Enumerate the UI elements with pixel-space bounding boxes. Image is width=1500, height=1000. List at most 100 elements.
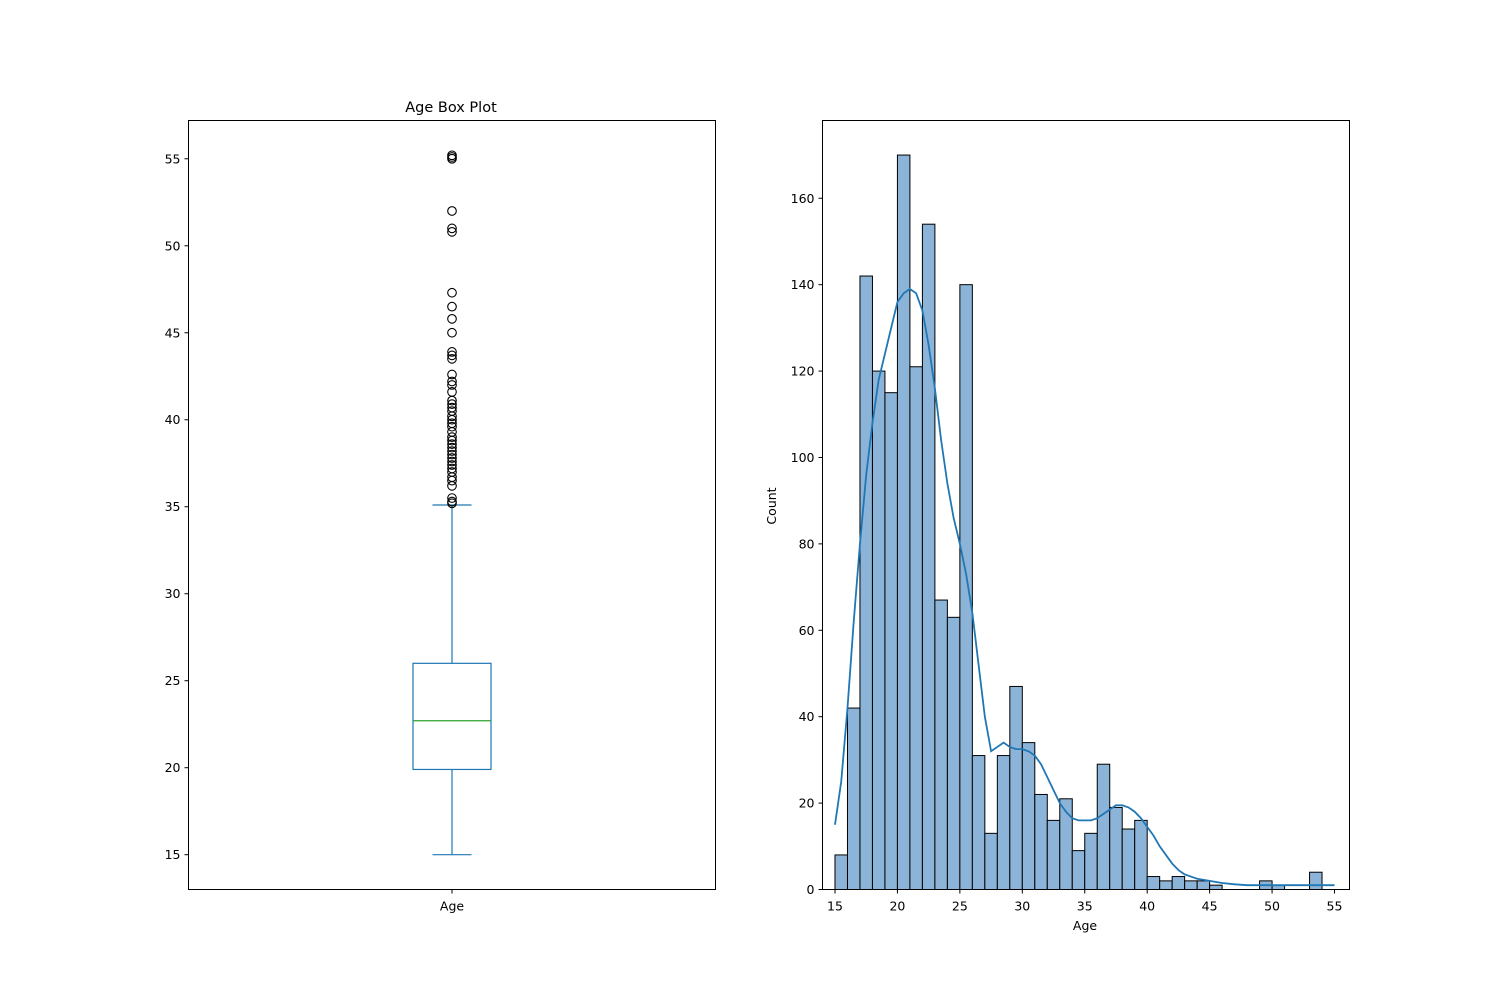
box-outlier-point bbox=[447, 453, 457, 463]
box-outlier-point bbox=[447, 439, 457, 449]
box-plot-elements bbox=[412, 504, 492, 856]
hist-x-tick-label: 20 bbox=[889, 899, 905, 914]
box-y-tick-label: 20 bbox=[165, 760, 181, 775]
hist-y-tick-label: 160 bbox=[791, 191, 815, 206]
histogram-bar bbox=[1171, 876, 1186, 890]
box-outlier-point bbox=[447, 418, 457, 429]
histogram-bar bbox=[896, 154, 911, 891]
box-outlier-point bbox=[447, 402, 457, 413]
box-plot-title: Age Box Plot bbox=[405, 100, 497, 116]
histogram-bar bbox=[846, 707, 861, 890]
histogram-bar bbox=[1034, 793, 1048, 891]
histogram-bar bbox=[1084, 832, 1098, 891]
kde-curve bbox=[834, 287, 1335, 887]
box-y-tick-label: 35 bbox=[165, 499, 181, 514]
box-y-tick-label: 55 bbox=[165, 151, 181, 166]
box-outlier-point bbox=[447, 432, 457, 442]
histogram-bar bbox=[959, 284, 973, 891]
hist-x-tick-label: 45 bbox=[1202, 899, 1218, 914]
histogram-bar bbox=[909, 366, 923, 890]
histogram-bar bbox=[1184, 880, 1198, 891]
box-y-tick-label: 30 bbox=[165, 586, 181, 601]
hist-y-tick-label: 80 bbox=[799, 536, 815, 551]
hist-x-tick-label: 40 bbox=[1139, 899, 1155, 914]
box-outlier-point bbox=[447, 456, 457, 467]
box-y-tick-label: 40 bbox=[165, 412, 181, 427]
box-x-tick-label: Age bbox=[440, 899, 464, 914]
box-outlier-point bbox=[447, 301, 457, 312]
histogram-bar bbox=[1021, 742, 1036, 890]
histogram-bar bbox=[1309, 871, 1323, 891]
histogram-bar bbox=[1109, 806, 1123, 890]
hist-x-tick-label: 55 bbox=[1327, 899, 1343, 914]
box-outlier-point bbox=[447, 150, 457, 161]
histogram-panel: 0 20 40 60 80 100 120 140 160 15 20 25 30 35 40 45 50 55… bbox=[764, 120, 1350, 933]
histogram-bar bbox=[871, 370, 886, 890]
hist-y-tick-label: 40 bbox=[799, 709, 815, 724]
histogram-frame bbox=[822, 120, 1350, 890]
box-y-tick-label: 45 bbox=[165, 325, 181, 340]
box-outlier-point bbox=[447, 481, 457, 491]
box-outlier-point bbox=[447, 369, 457, 380]
hist-y-tick-label: 100 bbox=[791, 450, 815, 465]
box-y-tick-label: 15 bbox=[165, 847, 181, 862]
histogram-bar bbox=[1134, 819, 1148, 890]
hist-y-tick-label: 140 bbox=[791, 277, 815, 292]
histogram-bar bbox=[1096, 763, 1111, 891]
histogram-bars bbox=[834, 154, 1323, 891]
hist-x-tick-label: 50 bbox=[1264, 899, 1280, 914]
box-plot-x-axis: Age bbox=[440, 889, 464, 914]
hist-y-tick-label: 60 bbox=[799, 623, 815, 638]
histogram-x-label: Age bbox=[1073, 918, 1097, 933]
box-outlier-point bbox=[447, 463, 457, 474]
histogram-bar bbox=[834, 854, 848, 891]
box-y-tick-label: 50 bbox=[165, 238, 181, 253]
histogram-bar bbox=[934, 599, 948, 890]
histogram-bar bbox=[1071, 850, 1086, 891]
histogram-bar bbox=[1121, 828, 1136, 890]
histogram-bar bbox=[1046, 819, 1061, 890]
box-outlier-point bbox=[447, 327, 457, 338]
box-outlier-point bbox=[447, 206, 457, 216]
histogram-bar bbox=[1209, 884, 1223, 890]
box-outlier-point bbox=[447, 347, 457, 357]
box-outlier-point bbox=[447, 350, 457, 361]
box-outlier-point bbox=[447, 442, 457, 453]
box-outlier-point bbox=[447, 449, 457, 460]
box-outlier-point bbox=[447, 406, 457, 416]
histogram-y-axis: 0 20 40 60 80 100 120 140 160 bbox=[791, 191, 823, 897]
histogram-bar bbox=[1159, 880, 1173, 891]
histogram-bar bbox=[971, 755, 986, 891]
box-plot-outliers bbox=[447, 150, 457, 509]
box-outlier-point bbox=[447, 223, 457, 234]
box-outlier-point bbox=[447, 427, 457, 437]
box-outlier-point bbox=[447, 380, 457, 390]
box-outlier-point bbox=[447, 467, 457, 477]
hist-x-tick-label: 15 bbox=[827, 899, 843, 914]
box-iqr bbox=[412, 662, 492, 771]
box-outlier-point bbox=[447, 493, 457, 503]
histogram-bar bbox=[884, 392, 898, 890]
box-outlier-point bbox=[447, 313, 457, 324]
histogram-y-label: Count bbox=[764, 487, 779, 524]
box-outlier-point bbox=[447, 446, 457, 456]
box-outlier-point bbox=[447, 226, 457, 237]
hist-x-tick-label: 30 bbox=[1014, 899, 1030, 914]
box-outlier-point bbox=[447, 387, 457, 397]
box-y-tick-label: 25 bbox=[165, 673, 181, 688]
hist-x-tick-label: 35 bbox=[1077, 899, 1093, 914]
box-outlier-point bbox=[447, 496, 457, 507]
histogram-bar bbox=[1146, 876, 1161, 890]
box-outlier-point bbox=[447, 287, 457, 298]
histogram-bar bbox=[1196, 880, 1211, 891]
box-outlier-point bbox=[447, 376, 457, 387]
box-outlier-point bbox=[447, 421, 457, 432]
box-plot-frame bbox=[188, 120, 716, 890]
box-outlier-point bbox=[447, 354, 457, 364]
box-plot-panel: Age Box Plot 15 20 25 30 35 40 45 50 55 Age bbox=[165, 100, 716, 914]
box-outlier-point bbox=[447, 399, 457, 409]
histogram-bar bbox=[996, 755, 1011, 891]
hist-x-tick-label: 25 bbox=[952, 899, 968, 914]
hist-y-tick-label: 0 bbox=[807, 882, 815, 897]
